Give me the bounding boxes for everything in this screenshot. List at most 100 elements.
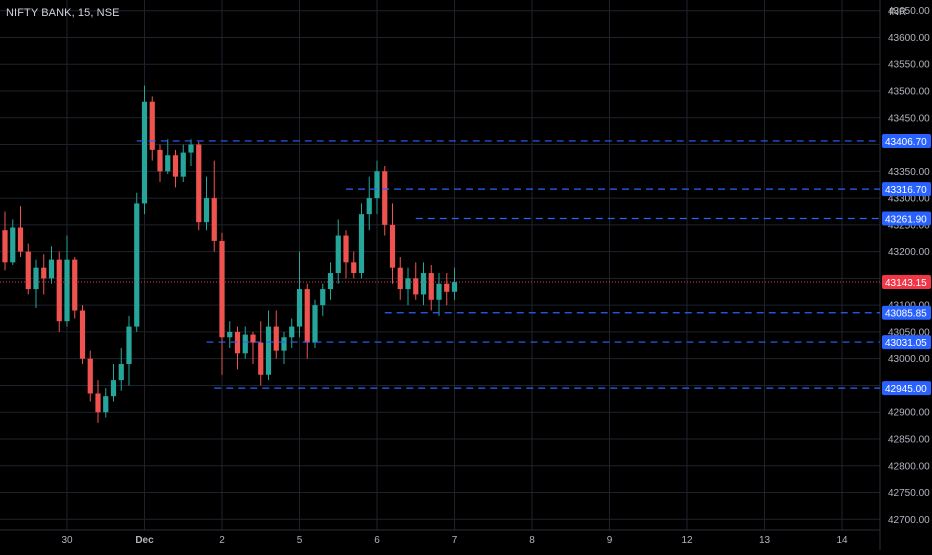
candle bbox=[304, 283, 310, 359]
candle-body bbox=[227, 331, 233, 338]
candle bbox=[48, 246, 55, 284]
time-tick-label: Dec bbox=[135, 535, 154, 546]
candle-body bbox=[149, 101, 155, 150]
candle-body bbox=[64, 259, 70, 322]
candle bbox=[157, 144, 163, 183]
last-price-tag-bg bbox=[882, 275, 931, 290]
candle-body bbox=[188, 144, 194, 153]
candle bbox=[17, 206, 24, 257]
price-tick-label: 43250.00 bbox=[888, 220, 930, 231]
currency-label: INR bbox=[889, 7, 907, 18]
candle bbox=[389, 203, 396, 284]
candle bbox=[382, 165, 388, 236]
candle bbox=[289, 318, 295, 348]
price-tick-label: 42850.00 bbox=[888, 434, 930, 445]
time-tick-label: 5 bbox=[297, 535, 303, 546]
time-tick-label: 6 bbox=[374, 535, 380, 546]
candle bbox=[10, 219, 16, 265]
candle-body bbox=[203, 198, 210, 223]
time-tick-label: 2 bbox=[219, 535, 225, 546]
candle-body bbox=[444, 283, 450, 292]
symbol-header: NIFTY BANK, 15, NSE bbox=[6, 7, 120, 19]
candle bbox=[141, 85, 148, 215]
candle-body bbox=[382, 171, 388, 225]
price-tick-label: 43350.00 bbox=[888, 167, 930, 178]
candle-body bbox=[296, 289, 303, 327]
price-tick-label: 43050.00 bbox=[888, 327, 930, 338]
candle bbox=[196, 141, 202, 231]
candle-body bbox=[265, 326, 272, 375]
candle bbox=[312, 299, 318, 348]
candle bbox=[165, 139, 171, 174]
candle-body bbox=[2, 230, 8, 263]
candle-body bbox=[219, 240, 225, 338]
price-tick-label: 43550.00 bbox=[888, 60, 930, 71]
price-tick-label: 42700.00 bbox=[888, 515, 930, 526]
level-price-tag-bg bbox=[882, 211, 931, 226]
level-price-tag-text: 42945.00 bbox=[885, 384, 927, 395]
candle bbox=[95, 380, 101, 423]
level-price-tag-bg bbox=[882, 305, 931, 320]
candle bbox=[219, 232, 225, 375]
candle-body bbox=[118, 364, 124, 381]
candle bbox=[25, 243, 31, 295]
candle-body bbox=[366, 198, 372, 215]
level-price-tag-text: 43031.05 bbox=[885, 338, 927, 349]
last-price-tag-text: 43143.15 bbox=[885, 278, 927, 289]
level-price-tag-text: 43261.90 bbox=[885, 214, 927, 225]
candle bbox=[258, 321, 264, 386]
candle bbox=[444, 273, 450, 306]
candle bbox=[33, 259, 39, 308]
time-tick-label: 9 bbox=[607, 535, 613, 546]
candle bbox=[250, 331, 256, 365]
candle-body bbox=[157, 149, 163, 172]
candle-body bbox=[327, 273, 334, 290]
candle-body bbox=[281, 337, 287, 351]
candle-body bbox=[242, 334, 248, 354]
candle-body bbox=[358, 214, 365, 274]
candle-body bbox=[17, 227, 24, 252]
candle bbox=[343, 230, 349, 279]
candle-body bbox=[172, 155, 179, 177]
level-price-tag: 43261.90 bbox=[882, 211, 931, 226]
time-tick-label: 30 bbox=[61, 535, 73, 546]
candle bbox=[149, 96, 155, 161]
candle-body bbox=[451, 282, 458, 292]
price-axis: 43650.00 43600.00 43550.00 43500.00 43450.00… bbox=[882, 6, 931, 526]
level-price-tag: 43316.70 bbox=[882, 182, 931, 197]
candle-body bbox=[289, 326, 295, 338]
time-tick-label: 14 bbox=[836, 535, 848, 546]
candle-body bbox=[312, 305, 318, 343]
candle-body bbox=[134, 203, 140, 327]
candle-body bbox=[436, 283, 442, 300]
candle-body bbox=[103, 396, 109, 413]
candle-body bbox=[10, 227, 16, 263]
last-price-tag: 43143.15 bbox=[882, 275, 931, 290]
candle bbox=[41, 254, 47, 295]
price-tick-label: 43450.00 bbox=[888, 113, 930, 124]
candle-body bbox=[428, 273, 434, 300]
level-price-tag-text: 43406.70 bbox=[885, 137, 927, 148]
candle-body bbox=[258, 342, 264, 375]
candle-body bbox=[420, 273, 427, 295]
candle bbox=[72, 256, 78, 319]
candle-body bbox=[126, 326, 132, 365]
candle bbox=[273, 310, 279, 359]
candle bbox=[327, 262, 334, 300]
candle-body bbox=[250, 334, 256, 343]
candle-body bbox=[33, 267, 39, 290]
level-price-tag: 43031.05 bbox=[882, 335, 931, 350]
candle bbox=[366, 176, 372, 231]
candle-body bbox=[304, 289, 310, 343]
price-tick-label: 43300.00 bbox=[888, 194, 930, 205]
candle-body bbox=[141, 101, 148, 204]
level-price-tag-bg bbox=[882, 335, 931, 350]
candle-body bbox=[211, 198, 217, 241]
candle bbox=[374, 160, 380, 215]
candle-body bbox=[79, 310, 86, 359]
candle-body bbox=[165, 155, 171, 172]
candle-body bbox=[273, 326, 279, 351]
candle-body bbox=[343, 235, 349, 263]
